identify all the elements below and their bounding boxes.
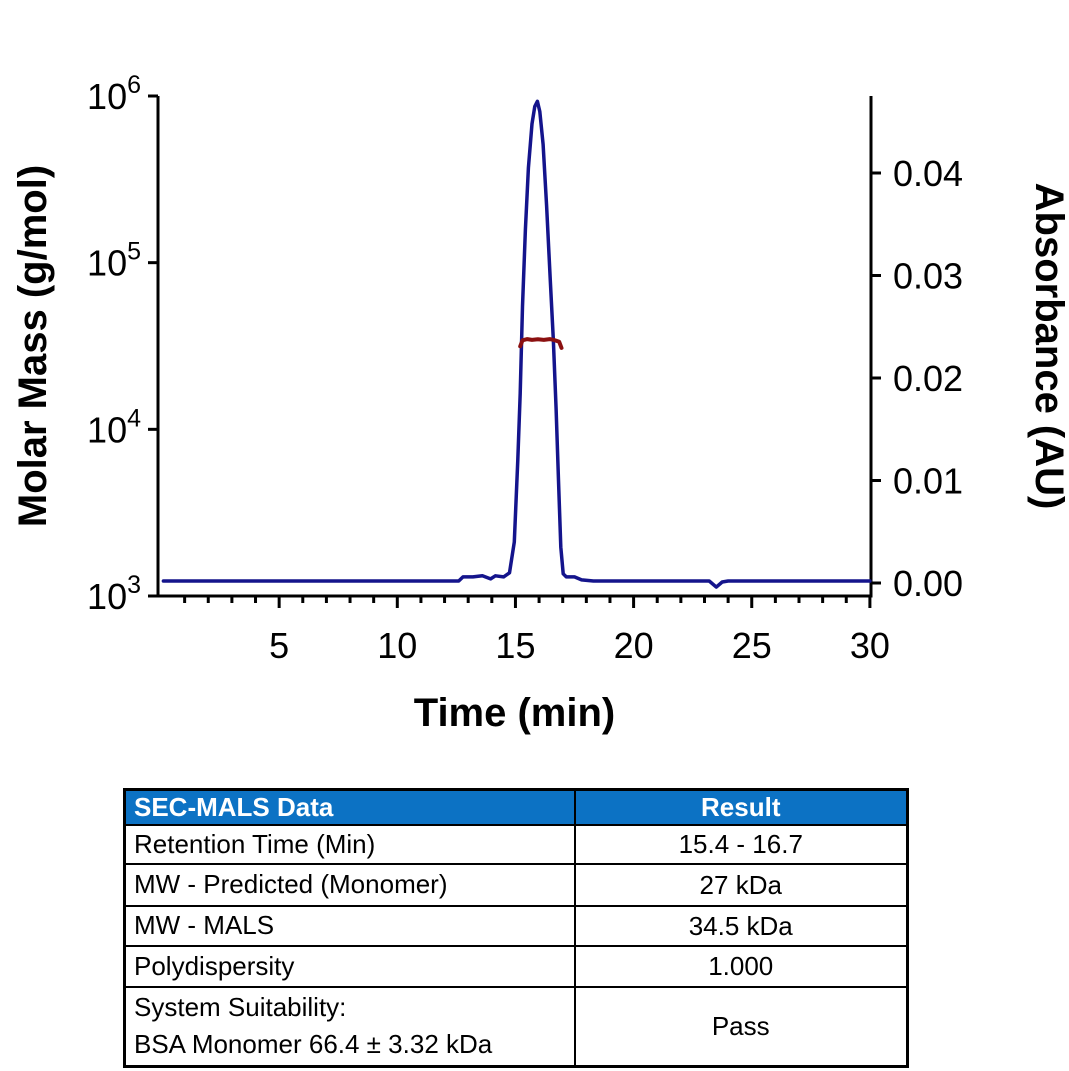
table-header-data: SEC-MALS Data <box>123 788 576 826</box>
right-axis-tick-label: 0.04 <box>893 153 963 194</box>
right-axis-tick-label: 0.03 <box>893 256 963 297</box>
table-cell-label: Retention Time (Min) <box>123 823 576 866</box>
table-header-result: Result <box>573 788 909 826</box>
sec-mals-chart: 106 105 104 103 0.04 0.03 0.02 0.01 0.00 5 10 15 20 2… <box>11 71 1069 735</box>
left-axis-tick-label: 106 <box>87 71 141 117</box>
table-row: Polydispersity 1.000 <box>123 945 909 989</box>
table-cell-label: MW - Predicted (Monomer) <box>123 863 576 908</box>
table-row: Retention Time (Min) 15.4 - 16.7 <box>123 823 909 866</box>
table-cell-value: 34.5 kDa <box>573 905 909 948</box>
table-cell-value: 15.4 - 16.7 <box>573 823 909 866</box>
x-axis-tick-label: 5 <box>269 625 289 666</box>
x-axis-tick-label: 15 <box>495 625 535 666</box>
table-cell-label: System Suitability: BSA Monomer 66.4 ± 3.… <box>123 986 576 1068</box>
table-cell-value: 1.000 <box>573 945 909 989</box>
table-cell-value: Pass <box>573 986 909 1068</box>
table-cell-label: MW - MALS <box>123 905 576 948</box>
table-cell-label-line: Polydispersity <box>134 950 295 981</box>
mals-molar-mass-trace <box>518 337 564 350</box>
table-row: MW - Predicted (Monomer) 27 kDa <box>123 863 909 908</box>
table-row: System Suitability: BSA Monomer 66.4 ± 3.… <box>123 986 909 1068</box>
left-axis-title: Molar Mass (g/mol) <box>11 165 55 527</box>
table-cell-label-line: BSA Monomer 66.4 ± 3.32 kDa <box>134 1029 493 1060</box>
right-axis-title: Absorbance (AU) <box>1027 183 1069 510</box>
x-axis-tick-label: 20 <box>614 625 654 666</box>
right-axis-tick-label: 0.01 <box>893 461 963 502</box>
table-cell-label-line: Retention Time (Min) <box>134 828 376 859</box>
table-cell-value: 27 kDa <box>573 863 909 908</box>
sec-mals-results-table: SEC-MALS Data Result Retention Time (Min… <box>123 788 909 1068</box>
x-axis-tick-label: 25 <box>732 625 772 666</box>
table-cell-label-line: System Suitability: <box>134 991 347 1022</box>
table-cell-label-line: MW - MALS <box>134 910 275 941</box>
left-axis-tick-label: 103 <box>87 571 141 617</box>
table-row: MW - MALS 34.5 kDa <box>123 905 909 948</box>
right-axis-tick-label: 0.02 <box>893 358 963 399</box>
left-axis-tick-label: 104 <box>87 404 141 450</box>
x-axis-tick-label: 10 <box>377 625 417 666</box>
x-axis-tick-label: 30 <box>850 625 890 666</box>
left-axis-tick-label: 105 <box>87 238 141 284</box>
table-cell-label-line: MW - Predicted (Monomer) <box>134 869 448 900</box>
uv-absorbance-trace <box>161 99 872 589</box>
right-axis-tick-label: 0.00 <box>893 563 963 604</box>
x-axis-title: Time (min) <box>414 691 616 735</box>
table-header-row: SEC-MALS Data Result <box>123 788 909 826</box>
table-cell-label: Polydispersity <box>123 945 576 989</box>
